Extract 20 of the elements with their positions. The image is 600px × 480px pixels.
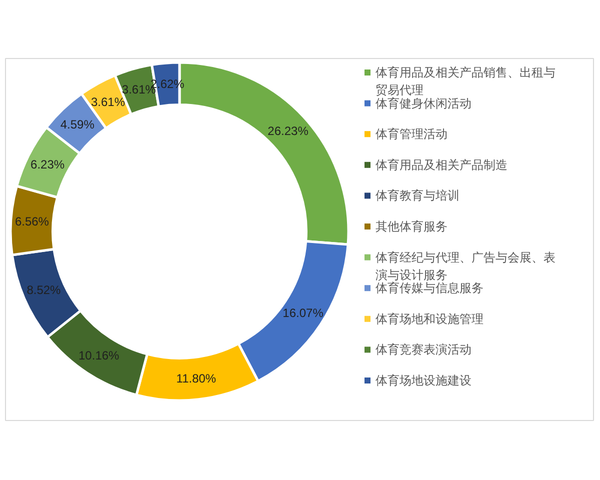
legend-label: 体育经纪与代理、广告与会展、表演与设计服务 [376,250,556,282]
legend-label: 体育用品及相关产品制造 [376,158,508,172]
legend-label: 体育场地设施建设 [376,374,472,388]
data-label: 16.07% [282,306,324,320]
legend-label: 体育场地和设施管理 [376,312,484,326]
data-label: 26.23% [268,124,309,138]
data-label: 8.52% [26,283,62,298]
data-label: 10.16% [78,348,120,362]
legend-label: 体育管理活动 [376,127,448,142]
data-label: 6.56% [14,214,50,229]
legend-label: 体育健身休闲活动 [376,96,472,110]
data-label: 6.23% [30,158,65,172]
legend-label: 体育教育与培训 [376,188,460,203]
legend-label: 体育用品及相关产品销售、出租与贸易代理 [376,66,556,97]
legend-label: 体育传媒与信息服务 [376,281,484,296]
legend-label: 体育竞赛表演活动 [376,342,472,357]
data-label: 4.59% [60,118,95,132]
data-label: 11.80% [176,371,216,386]
data-label: 3.61% [90,95,126,110]
legend-label: 其他体育服务 [376,220,448,234]
